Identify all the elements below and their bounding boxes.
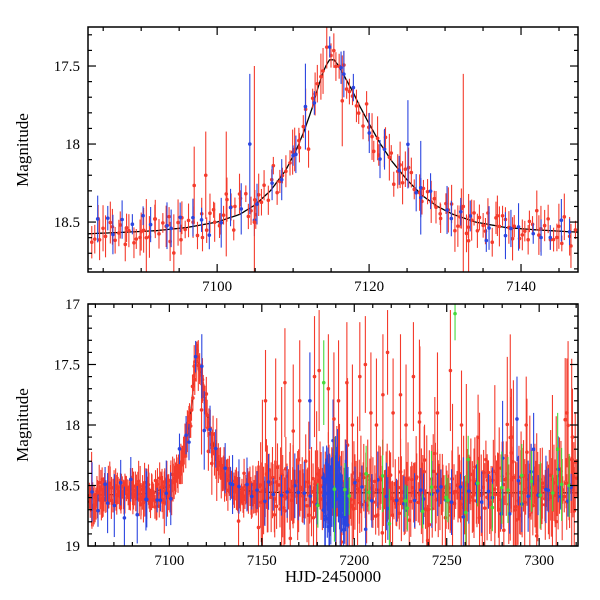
series-outlier-points <box>203 66 471 272</box>
panel-top-ticks <box>88 27 578 272</box>
panel-top-frame <box>87 26 579 273</box>
series-green-followup <box>316 435 571 546</box>
y-tick-label: 17 <box>65 297 81 313</box>
x-tick-label: 7120 <box>354 279 384 295</box>
x-axis-label: HJD-2450000 <box>285 567 381 586</box>
series-red-quiet <box>88 340 260 546</box>
panel-bottom: 7100 7150 7200 7250 7300 17 17.5 18 18.5 19 <box>54 297 579 569</box>
panel-bottom-tick-labels: 7100 7150 7200 7250 7300 17 17.5 18 18.5 19 <box>54 297 554 569</box>
panel-bottom-data <box>88 304 578 546</box>
panel-top-data <box>88 27 578 272</box>
model-curve <box>88 59 578 235</box>
panels: 7100 7120 7140 17.5 18 18.5 7100 7150 7200 7250 73… <box>54 26 579 569</box>
x-tick-label: 7100 <box>154 553 184 569</box>
panel-bottom-ticks <box>88 303 578 547</box>
x-tick-label: 7300 <box>524 553 554 569</box>
y-tick-label: 17.5 <box>54 59 80 75</box>
x-tick-label: 7250 <box>432 553 462 569</box>
series-survey-red <box>89 27 578 272</box>
y-tick-label: 19 <box>65 539 80 555</box>
x-tick-label: 7150 <box>247 553 277 569</box>
series-outlier-points <box>263 304 575 498</box>
panel-top: 7100 7120 7140 17.5 18 18.5 <box>54 26 579 295</box>
y-axis-label-top: Magnitude <box>13 113 32 187</box>
panel-top-tick-labels: 7100 7120 7140 17.5 18 18.5 <box>54 59 536 295</box>
y-tick-label: 18.5 <box>54 215 80 231</box>
y-tick-label: 18 <box>65 418 80 434</box>
y-axis-label-bottom: Magnitude <box>13 388 32 462</box>
y-tick-label: 18 <box>65 137 80 153</box>
y-tick-label: 17.5 <box>54 358 80 374</box>
y-tick-label: 18.5 <box>54 479 80 495</box>
x-tick-label: 7200 <box>339 553 369 569</box>
x-tick-label: 7140 <box>506 279 536 295</box>
x-tick-label: 7100 <box>202 279 232 295</box>
